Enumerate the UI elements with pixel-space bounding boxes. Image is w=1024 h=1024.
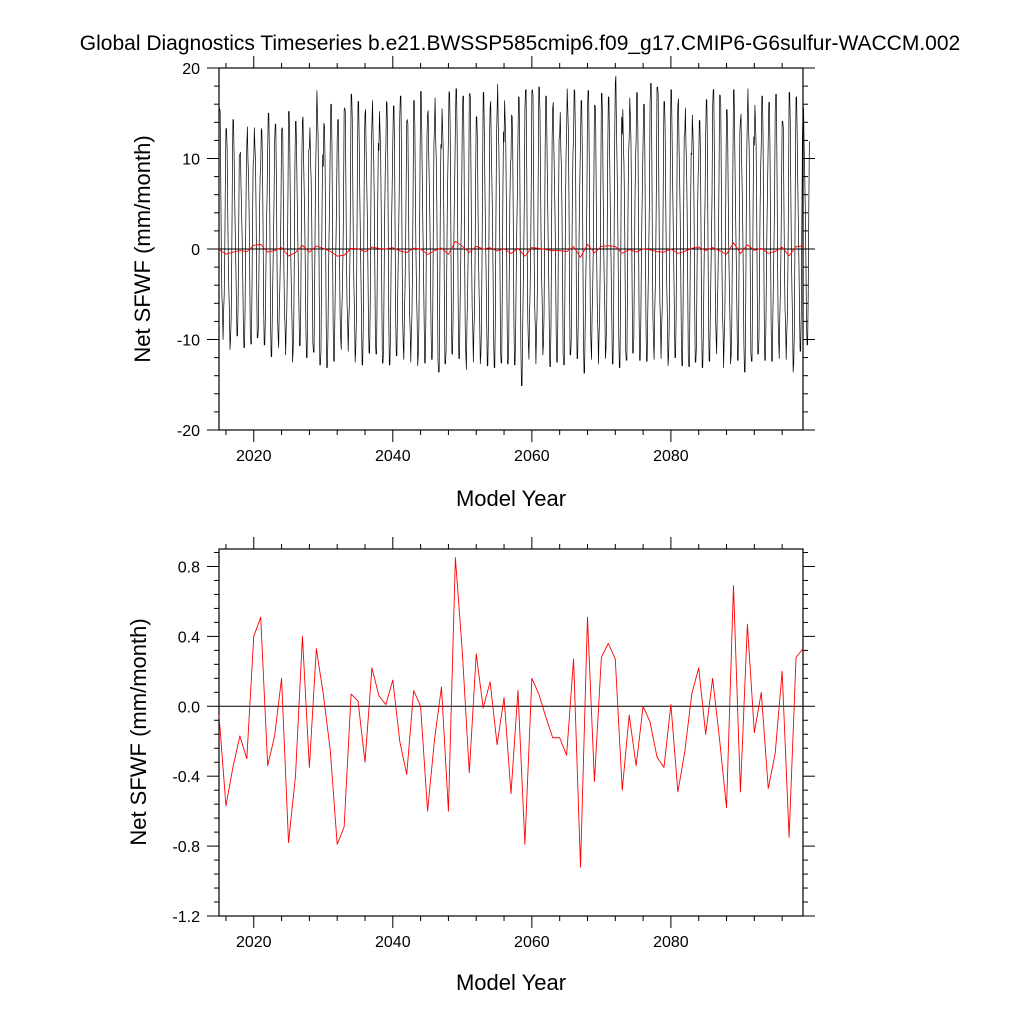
y-tick-label: -1.2 [172,909,200,926]
y-tick-label: 0 [191,242,200,259]
y-axis-label: Net SFWF (mm/month) [126,618,151,845]
series-layer [218,557,804,868]
x-tick-label: 2040 [375,934,411,951]
x-tick-label: 2020 [236,934,272,951]
series-layer [218,75,810,386]
x-tick-label: 2020 [236,448,272,465]
x-tick-label: 2060 [514,934,550,951]
plot-frame [218,548,804,917]
y-tick-label: 20 [182,61,200,78]
x-tick-label: 2040 [375,448,411,465]
tick-marks [207,537,815,928]
x-tick-label: 2060 [514,448,550,465]
figure-title: Global Diagnostics Timeseries b.e21.BWSS… [80,32,960,55]
series-line-annual-mean [218,557,804,868]
y-tick-labels: -20 -10 0 10 20 [177,61,200,440]
x-tick-label: 2080 [653,448,689,465]
y-tick-label: 0.0 [178,699,200,716]
x-tick-labels: 2020 2040 2060 2080 [236,934,689,951]
x-axis-label: Model Year [456,486,566,511]
x-tick-labels: 2020 2040 2060 2080 [236,448,689,465]
y-tick-label: 0.4 [178,629,200,646]
timeseries-panel-annual: 2020 2040 2060 2080 -1.2 -0.8 -0.4 0.0 0.4 0.8 M… [126,537,815,995]
series-line-monthly [218,75,810,386]
y-tick-label: 10 [182,152,200,169]
y-axis-label: Net SFWF (mm/month) [130,135,155,362]
y-tick-label: -10 [177,333,200,350]
y-tick-label: 0.8 [178,559,200,576]
y-tick-label: -20 [177,423,200,440]
y-tick-label: -0.4 [172,769,200,786]
series-line-annual-mean [218,240,804,258]
x-tick-label: 2080 [653,934,689,951]
x-axis-label: Model Year [456,970,566,995]
y-tick-label: -0.8 [172,839,200,856]
tick-marks [207,56,815,442]
y-tick-labels: -1.2 -0.8 -0.4 0.0 0.4 0.8 [172,559,200,926]
